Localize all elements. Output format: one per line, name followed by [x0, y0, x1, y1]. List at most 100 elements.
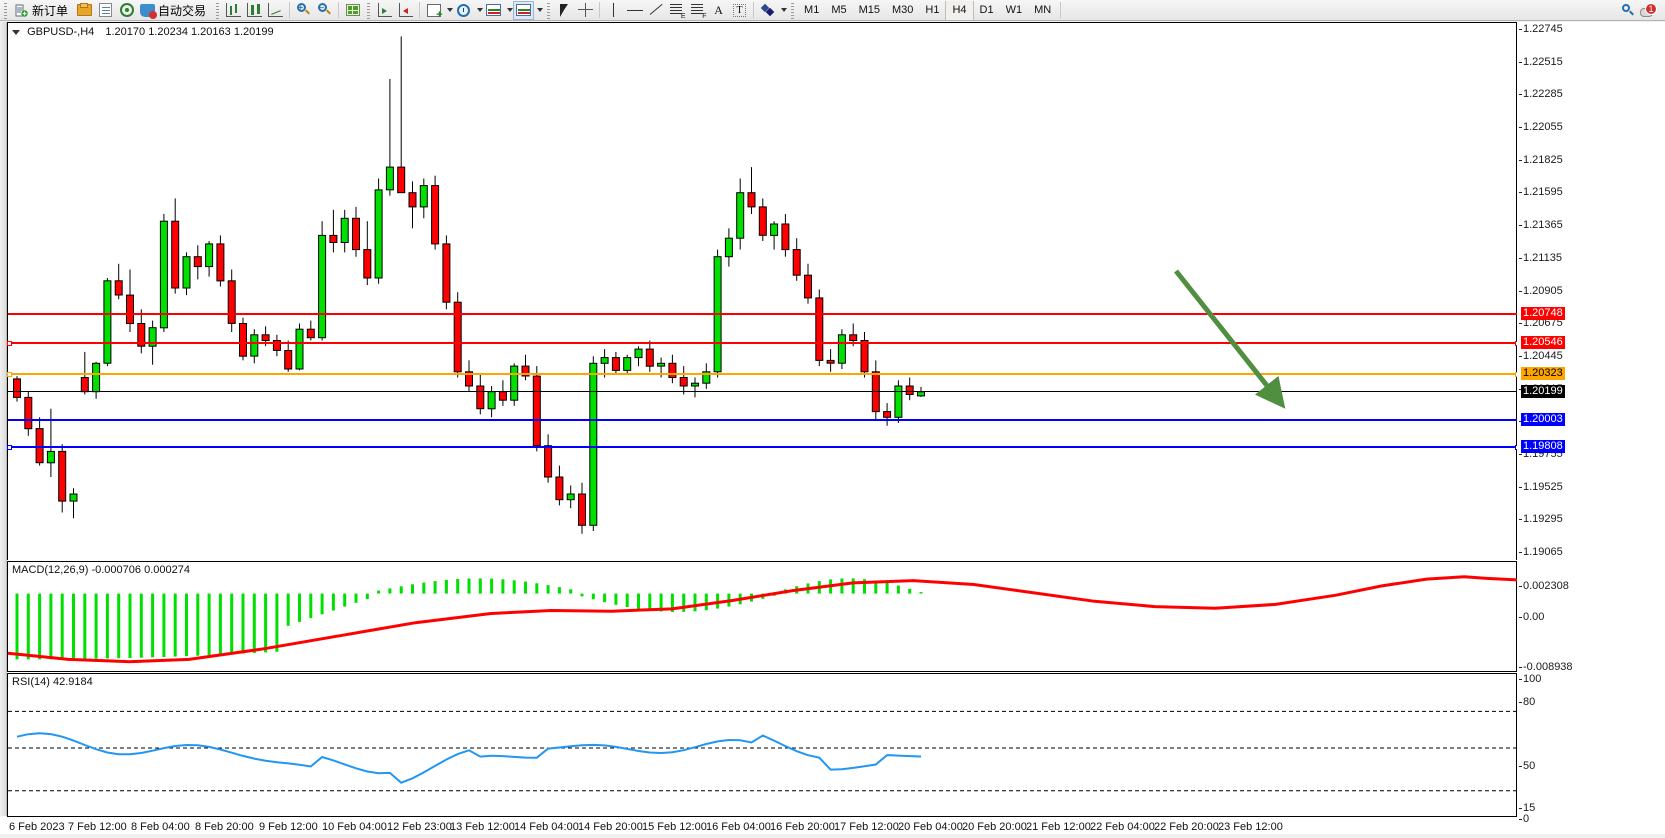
indicators-button[interactable]	[513, 0, 535, 20]
time-axis-label: 23 Feb 12:00	[1218, 821, 1283, 833]
macd-pane[interactable]: MACD(12,26,9) -0.000706 0.000274	[7, 561, 1517, 672]
news-icon	[99, 3, 113, 17]
market-watch-button[interactable]	[95, 1, 116, 20]
chart-menu-caret-icon[interactable]	[12, 29, 20, 35]
time-axis-label: 14 Feb 04:00	[514, 821, 579, 833]
channel-button[interactable]: F	[687, 1, 708, 20]
timeframe-d1[interactable]: D1	[979, 4, 994, 16]
horizontal-line-button[interactable]	[624, 1, 645, 20]
macd-tick: 0.00	[1518, 611, 1545, 623]
text-label-button[interactable]: A	[708, 1, 729, 20]
auto-trading-button[interactable]	[137, 1, 158, 20]
fibo-button[interactable]: E	[666, 1, 687, 20]
price-tag-resistance-2[interactable]: 1.20546	[1521, 335, 1565, 349]
vertical-line-button[interactable]	[603, 1, 624, 20]
time-axis-label: 21 Feb 12:00	[1026, 821, 1091, 833]
cursor-icon	[559, 3, 570, 17]
rsi-tick: 80	[1518, 696, 1536, 708]
main-toolbar: 新订单 自动交易 + −	[0, 0, 1665, 21]
toolbar-divider-5	[753, 2, 755, 18]
cursor-button[interactable]	[554, 1, 575, 20]
price-tick: 1.21135	[1519, 251, 1562, 264]
price-tag-resistance-1[interactable]: 1.20748	[1521, 306, 1565, 320]
new-chart-chevron-down-icon[interactable]	[447, 8, 454, 12]
trendline-icon	[649, 3, 663, 17]
templates-button[interactable]	[483, 1, 504, 20]
profiles-button[interactable]	[74, 1, 95, 20]
timeframe-m30[interactable]: M30	[892, 4, 914, 16]
rsi-header: RSI(14) 42.9184	[12, 676, 93, 688]
timeframe-group-grip[interactable]	[789, 1, 797, 19]
crosshair-button[interactable]	[575, 1, 596, 20]
bar-chart-button[interactable]	[223, 1, 244, 20]
period-icon	[457, 3, 471, 17]
navigator-button[interactable]	[116, 1, 137, 20]
price-scale[interactable]: 1.22745 1.22515 1.22285 1.22055 1.21825 1.215…	[1517, 22, 1665, 825]
rsi-tick: 50	[1518, 760, 1536, 772]
line-chart-button[interactable]	[265, 1, 286, 20]
timeframe-h1[interactable]: H1	[925, 4, 940, 16]
timeframe-mn[interactable]: MN	[1034, 4, 1052, 16]
drawing-group-grip[interactable]	[545, 1, 553, 19]
macd-plot	[8, 575, 1517, 664]
new-chart-button[interactable]	[423, 1, 444, 21]
price-tag-pivot[interactable]: 1.20323	[1521, 367, 1565, 381]
chart-type-group-grip[interactable]	[214, 1, 222, 19]
price-pane[interactable]: GBPUSD-,H4 1.20170 1.20234 1.20163 1.201…	[7, 22, 1520, 560]
price-line-resistance-2[interactable]	[7, 340, 1520, 346]
price-line-support-1[interactable]	[8, 418, 1517, 421]
trendline-button[interactable]	[645, 1, 666, 20]
price-tick: 1.21365	[1519, 219, 1563, 232]
chart-symbol-label: GBPUSD-,H4	[27, 26, 95, 38]
price-tag-support-1[interactable]: 1.20003	[1521, 412, 1565, 426]
scroll-group-grip[interactable]	[365, 1, 373, 19]
grid-button[interactable]	[342, 1, 363, 20]
templates-chevron-down-icon[interactable]	[507, 8, 514, 12]
timeframe-w1[interactable]: W1	[1005, 4, 1023, 16]
macd-tick: -0.008938	[1519, 661, 1573, 673]
fibo-icon: E	[669, 3, 686, 20]
text-box-button[interactable]: T	[729, 1, 750, 20]
time-axis-label: 22 Feb 20:00	[1154, 821, 1219, 833]
price-line-pivot[interactable]	[7, 372, 1520, 378]
timeframe-m15[interactable]: M15	[858, 4, 880, 16]
search-button[interactable]	[1617, 1, 1638, 20]
price-tick: 1.20905	[1519, 284, 1563, 297]
new-order-label[interactable]: 新订单	[32, 3, 69, 18]
auto-scroll-button[interactable]	[374, 1, 395, 20]
timeframe-m5[interactable]: M5	[831, 4, 847, 16]
zoom-in-button[interactable]: +	[293, 1, 314, 20]
chart-vertical-scrollbar[interactable]	[0, 22, 7, 816]
timeframe-h4[interactable]: H4	[945, 0, 974, 20]
time-axis-label: 20 Feb 20:00	[962, 821, 1027, 833]
indicator-icon	[516, 4, 532, 16]
toolbar-grip[interactable]	[2, 1, 9, 19]
new-chart-icon	[426, 3, 443, 21]
zoom-out-button[interactable]: −	[314, 1, 335, 20]
chart-shift-button[interactable]	[395, 1, 416, 20]
period-button[interactable]	[453, 1, 474, 20]
shapes-button[interactable]	[757, 1, 778, 20]
time-axis-label: 7 Feb 12:00	[68, 821, 127, 833]
toolbar-divider-3	[419, 2, 421, 18]
timeframe-m1[interactable]: M1	[804, 4, 820, 16]
shapes-chevron-down-icon[interactable]	[781, 8, 788, 12]
template-icon	[486, 4, 502, 16]
rsi-tick: 15	[1518, 802, 1536, 814]
time-axis-label: 8 Feb 04:00	[131, 821, 190, 833]
notification-button[interactable]: 1	[1638, 1, 1659, 20]
indicators-chevron-down-icon[interactable]	[537, 8, 544, 12]
price-tag-support-2[interactable]: 1.19808	[1521, 440, 1565, 454]
price-line-resistance-1[interactable]	[8, 312, 1517, 315]
time-axis[interactable]: 6 Feb 2023 7 Feb 12:00 8 Feb 04:00 8 Feb 20…	[7, 818, 1517, 838]
rsi-pane[interactable]: RSI(14) 42.9184	[7, 673, 1517, 817]
time-axis-label: 14 Feb 20:00	[578, 821, 643, 833]
auto-trading-label[interactable]: 自动交易	[158, 3, 207, 18]
price-line-support-2[interactable]	[7, 445, 1520, 451]
new-order-button[interactable]	[11, 1, 32, 20]
bar-chart-icon	[226, 3, 242, 17]
period-chevron-down-icon[interactable]	[477, 8, 484, 12]
price-tag-current-price[interactable]: 1.20199	[1521, 384, 1565, 398]
price-tick: 1.22285	[1519, 88, 1563, 101]
candle-chart-button[interactable]	[244, 1, 265, 20]
